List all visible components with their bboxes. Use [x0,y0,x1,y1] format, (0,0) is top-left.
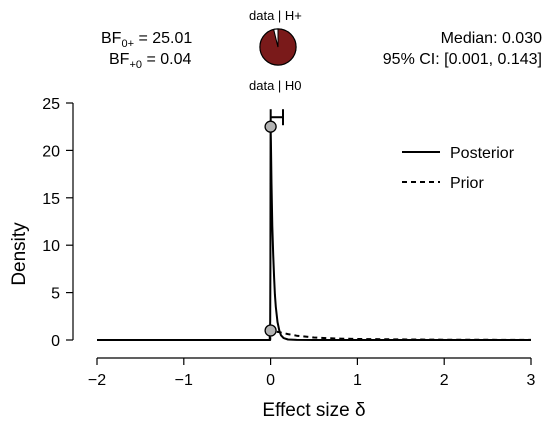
x-tick-label: −2 [88,372,106,389]
y-axis-label: Density [9,222,30,286]
plot-area [97,109,532,341]
legend-label-prior: Prior [450,175,484,192]
legend: Posterior Prior [402,145,515,192]
x-axis-label: Effect size δ [262,400,365,421]
pie-bottom-label: data | H0 [249,78,302,93]
density-point-posterior [264,120,277,133]
y-tick-label: 25 [42,96,60,113]
bf01-label: BF+0 = 0.04 [109,51,192,71]
legend-label-posterior: Posterior [450,145,515,162]
density-chart: 0 5 10 15 20 25 −2 −1 0 1 2 3 Posterior Prior Effec… [9,96,536,421]
y-tick-label: 5 [51,286,60,303]
pie-top-label: data | H+ [249,8,302,23]
y-tick-label: 10 [42,238,60,255]
x-tick-label: 3 [527,372,536,389]
density-point-prior [264,324,277,337]
series-line-prior [97,329,532,341]
y-tick-label: 20 [42,143,60,160]
credible-interval-label: 95% CI: [0.001, 0.143] [382,51,542,68]
x-tick-label: 0 [266,372,275,389]
series-line-posterior [97,125,531,341]
median-label: Median: 0.030 [440,30,542,47]
x-tick-label: 1 [353,372,362,389]
axes: 0 5 10 15 20 25 −2 −1 0 1 2 3 [42,96,535,389]
y-tick-label: 15 [42,191,60,208]
x-tick-label: −1 [175,372,193,389]
probability-wheel [258,24,298,70]
y-tick-label: 0 [51,333,60,350]
pie-slice-h0 [273,28,279,48]
bf10-label: BF0+ = 25.01 [101,30,193,50]
x-tick-label: 2 [440,372,449,389]
